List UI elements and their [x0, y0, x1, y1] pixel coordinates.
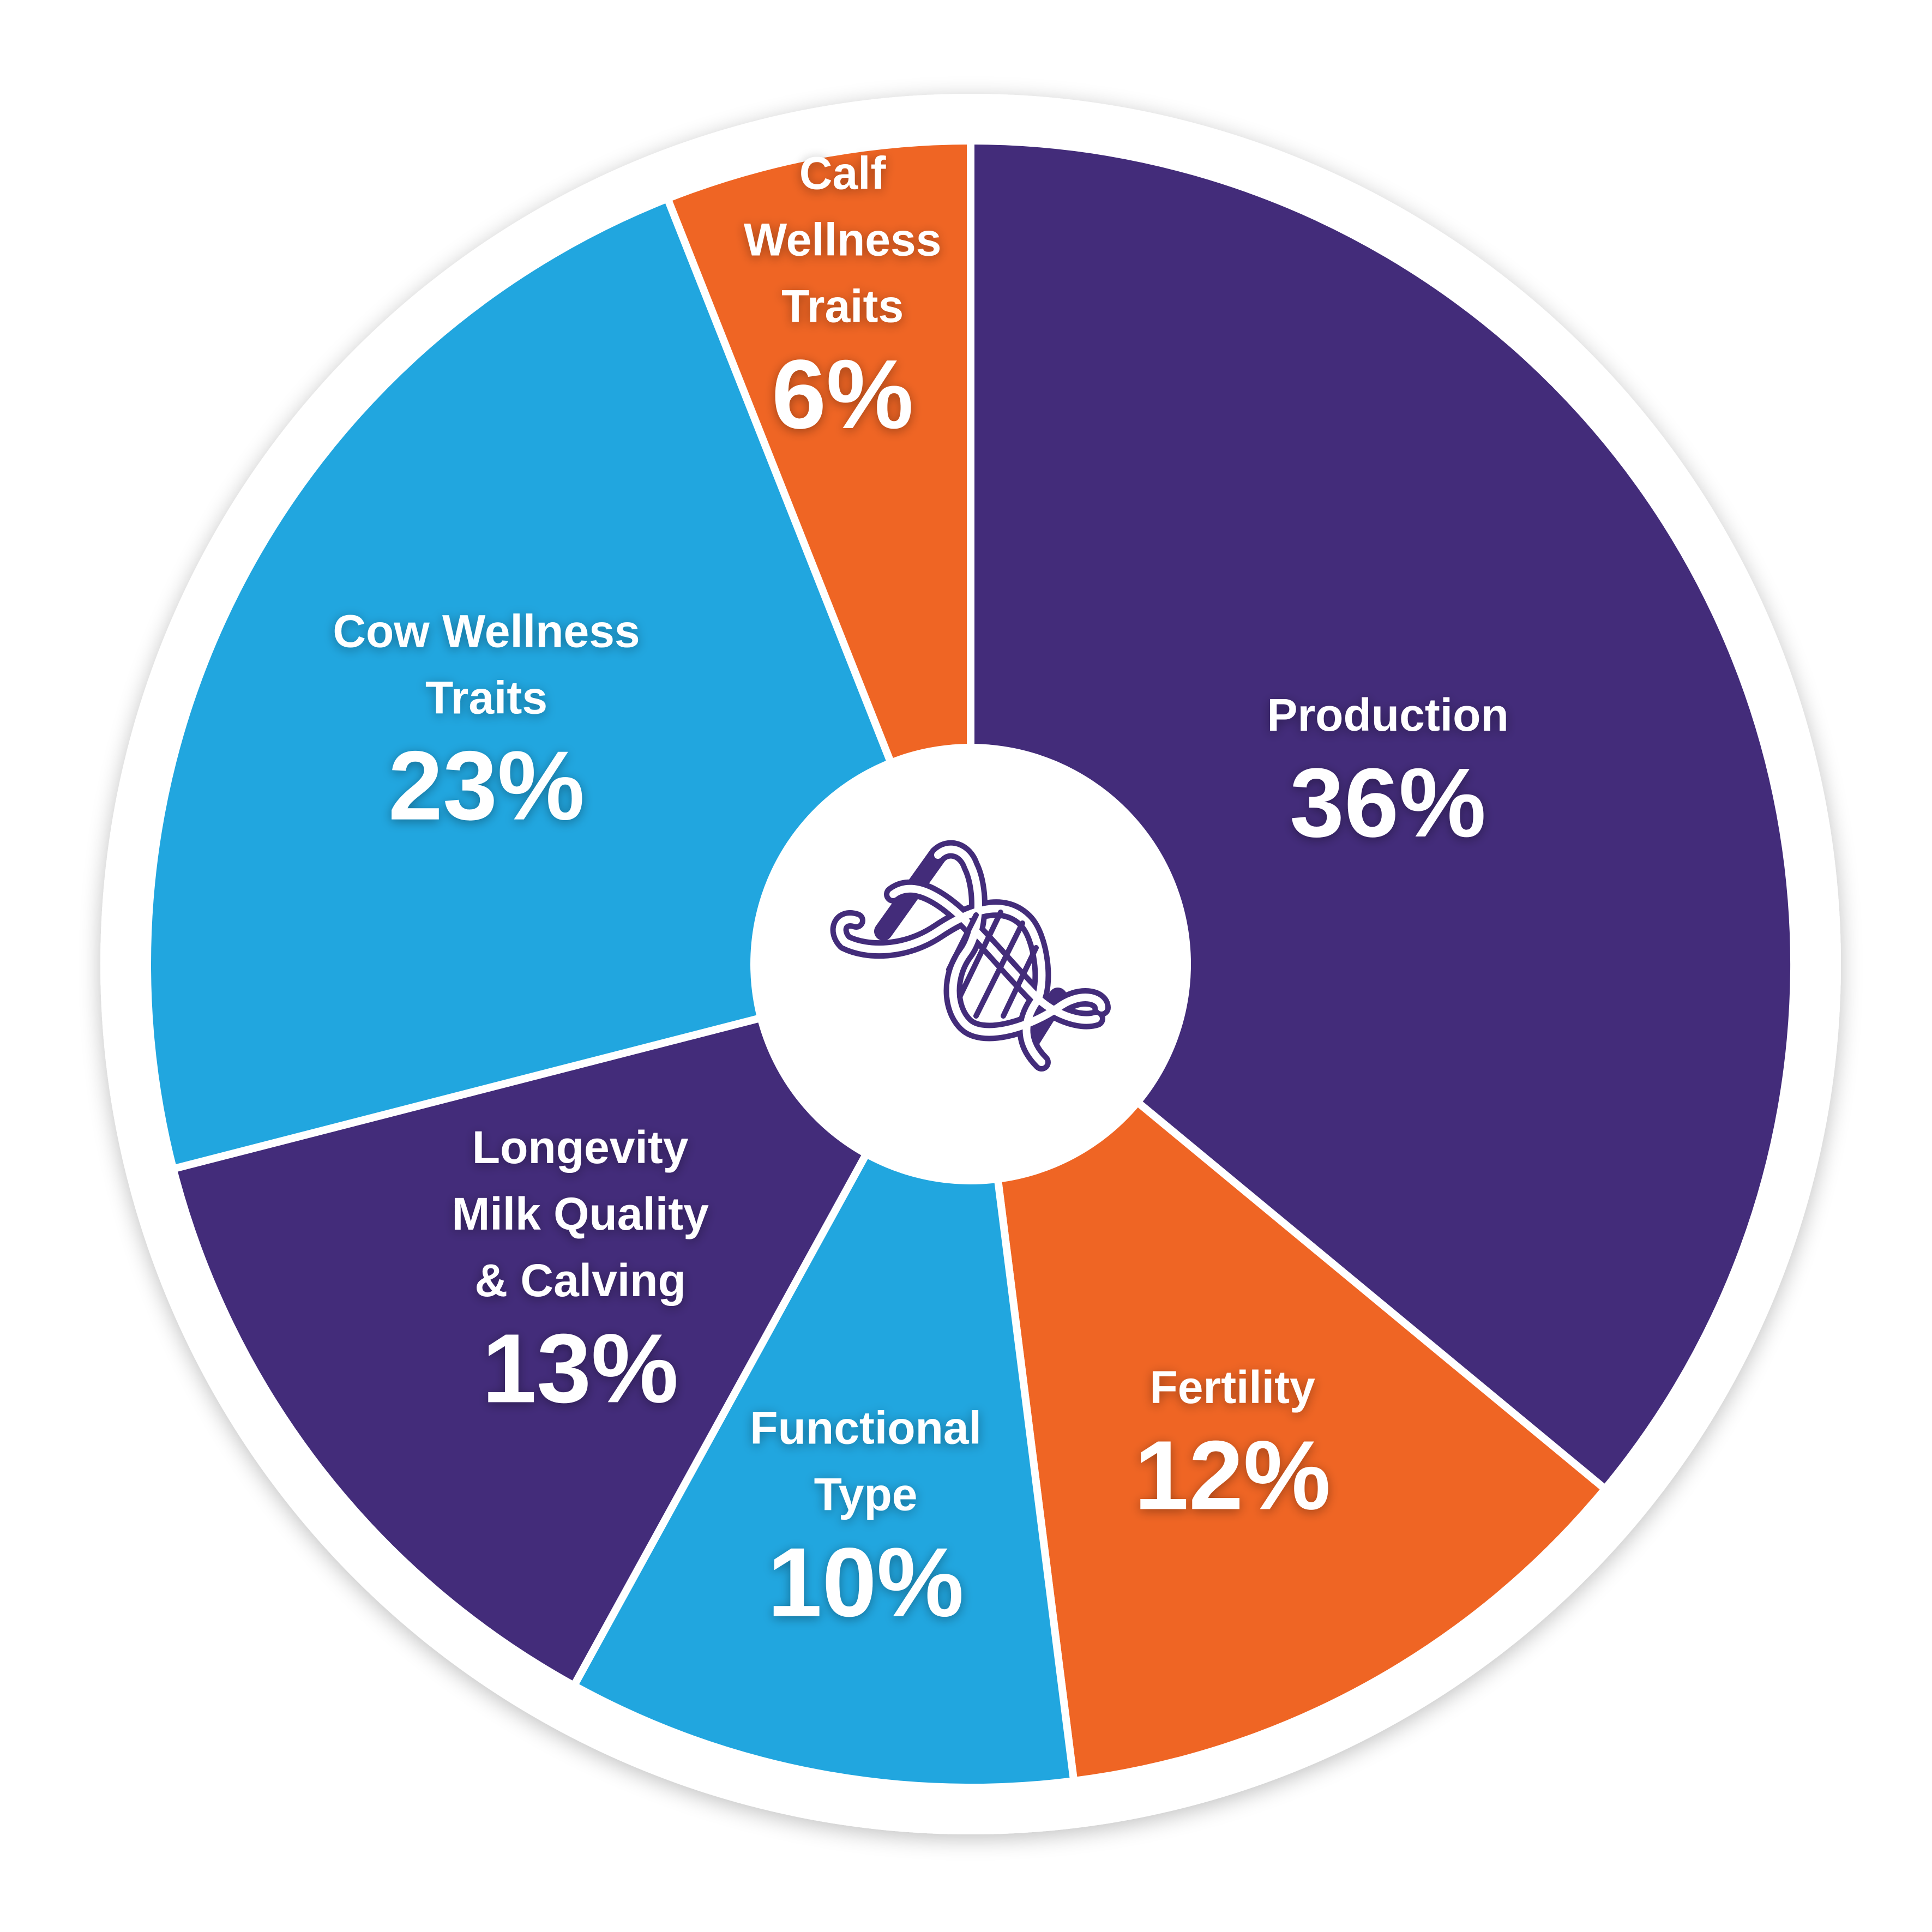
slice-label-group-3: Functional Type 10% [750, 1402, 982, 1637]
slice-value-6: 6% [772, 340, 913, 449]
pie-slice-1 [967, 136, 1798, 1495]
slice-value-2: 12% [1134, 1421, 1331, 1530]
pie-slice-2 [965, 955, 1611, 1785]
slice-name-3-line-1: Functional [750, 1402, 982, 1453]
slice-name-5-line-1: Cow Wellness [333, 605, 640, 657]
slice-label-group-1: Production 36% [1267, 689, 1508, 858]
slice-value-3: 10% [767, 1528, 964, 1638]
slice-label-group-4: Longevity Milk Quality & Calving 13% [452, 1122, 709, 1423]
slice-value-1: 36% [1290, 748, 1486, 858]
slice-name-4-line-1: Longevity [472, 1122, 689, 1173]
slice-name-2-line-1: Fertility [1149, 1362, 1315, 1413]
dna-helix-icon [830, 840, 1111, 1072]
slice-label-group-6: Calf Wellness Traits 6% [744, 148, 942, 449]
slice-name-5-line-2: Traits [425, 672, 547, 723]
center-hole [750, 744, 1191, 1184]
slice-name-1-line-1: Production [1267, 689, 1508, 741]
slice-name-4-line-2: Milk Quality [452, 1188, 709, 1239]
labels-layer: Production 36% Fertility 12% Functional Type 1… [333, 148, 1508, 1638]
slice-name-4-line-3: & Calving [474, 1255, 685, 1306]
slice-name-6-line-3: Traits [781, 281, 904, 332]
slice-label-group-2: Fertility 12% [1134, 1362, 1331, 1530]
pie-slice-4 [168, 958, 978, 1691]
slices-layer [143, 136, 1798, 1791]
slice-value-5: 23% [388, 731, 585, 841]
slice-name-6-line-1: Calf [799, 148, 887, 199]
slice-name-6-line-2: Wellness [744, 214, 942, 266]
slice-label-group-5: Cow Wellness Traits 23% [333, 605, 640, 840]
slice-name-3-line-2: Type [814, 1468, 918, 1520]
slice-value-4: 13% [482, 1314, 678, 1423]
